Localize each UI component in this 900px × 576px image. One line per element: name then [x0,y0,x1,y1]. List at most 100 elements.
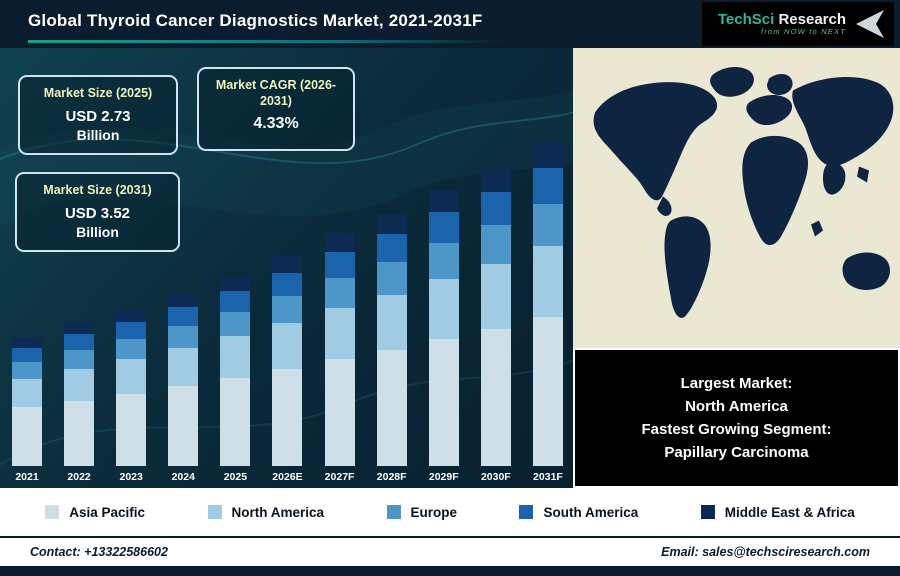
contact-phone: Contact: +13322586602 [30,545,168,559]
largest-market-label: Largest Market: [680,374,793,392]
bar-stack [532,142,563,466]
x-axis-label: 2024 [171,471,195,483]
bar-stack [168,293,199,466]
x-axis-label: 2027F [324,471,355,483]
bar-segment [532,204,563,246]
bar-column: 2030F [479,168,513,483]
world-map [573,48,900,348]
bar-segment [116,310,147,322]
bar-segment [64,401,95,466]
legend-item: Asia Pacific [45,505,145,520]
bar-segment [272,369,303,466]
bar-segment [220,312,251,336]
x-axis-label: 2029F [428,471,459,483]
stacked-bar-chart: 2021 2022 2023 2024 2025 2026E 2027F 2028F 2029F… [10,142,565,483]
bar-segment [428,339,459,466]
x-axis-label: 2023 [119,471,143,483]
bar-segment [64,369,95,401]
legend-item: Europe [386,504,458,520]
legend-label: South America [543,504,639,520]
stat-market-size-2025: Market Size (2025) USD 2.73 Billion [18,75,178,156]
bar-segment [220,291,251,312]
legend-swatch [386,505,401,519]
stat-label: Market CAGR (2026-2031) [215,78,337,108]
fastest-segment-label: Fastest Growing Segment: [641,421,832,438]
bar-stack [116,310,147,466]
bar-column: 2024 [166,293,200,483]
fastest-segment-value: Papillary Carcinoma [664,444,809,462]
bar-stack [12,338,42,466]
bar-segment [116,322,147,339]
bar-segment [64,322,95,334]
world-map-image [573,48,900,348]
stat-value: USD 3.52 [64,204,131,222]
bar-stack [272,256,303,466]
stat-label: Market Size (2031) [43,183,152,197]
largest-market-value: North America [685,397,788,415]
bar-segment [168,293,199,307]
logo-text: TechSci Research from NOW to NEXT [718,11,846,37]
bar-segment [428,212,459,243]
bar-segment [324,278,355,308]
title-underline [28,40,508,43]
bar-segment [324,233,355,252]
bar-stack [376,214,407,466]
bar-segment [480,225,511,264]
bar-column: 2028F [375,214,409,483]
bar-column: 2027F [323,233,357,483]
bar-segment [12,338,42,348]
bar-segment [324,359,355,466]
legend: Asia Pacific North America Europe South Ame… [0,488,900,536]
bar-stack [64,322,95,466]
market-highlights-box: Largest Market: North America Fastest Gr… [575,350,898,486]
bar-segment [64,350,95,369]
bar-segment [480,329,511,466]
bar-segment [12,407,42,466]
bar-segment [12,379,42,407]
legend-swatch [519,505,534,519]
stat-market-cagr: Market CAGR (2026-2031) 4.33% [197,67,355,151]
bar-segment [428,279,459,339]
stat-unit: Billion [76,224,119,241]
logo-arrow-icon [856,10,884,38]
logo-tagline: from NOW to NEXT [760,27,846,37]
page-title: Global Thyroid Cancer Diagnostics Market… [28,11,483,30]
chart-panel: Market Size (2025) USD 2.73 Billion Mark… [0,48,573,488]
legend-swatch [45,505,60,519]
x-axis-label: 2022 [67,471,91,483]
bar-segment [272,323,303,369]
bar-segment [480,192,511,225]
bar-segment [532,246,563,317]
bar-segment [116,339,147,359]
legend-swatch [207,505,222,519]
bar-segment [324,308,355,359]
bar-segment [12,362,42,379]
stat-unit: Billion [76,127,120,144]
bar-column: 2026E [270,256,304,483]
legend-item: North America [207,504,325,520]
bar-column: 2025 [218,276,252,483]
bar-segment [116,394,147,466]
header: Global Thyroid Cancer Diagnostics Market… [0,0,900,48]
legend-swatch [700,505,715,519]
bar-column: 2029F [427,190,461,483]
bar-segment [376,214,407,234]
bar-segment [12,348,42,362]
bar-segment [532,142,563,168]
legend-label: North America [231,504,325,520]
stat-value: USD 2.73 [65,107,131,125]
bar-segment [168,326,199,348]
bar-stack [324,233,355,466]
bar-segment [376,295,407,350]
bar-column: 2022 [62,322,96,483]
legend-label: Europe [410,504,458,520]
legend-label: Asia Pacific [69,504,146,520]
bar-segment [480,168,511,192]
bar-segment [168,348,199,386]
bar-segment [64,334,95,350]
techsci-logo: TechSci Research from NOW to NEXT [702,2,894,46]
bar-column: 2021 [10,338,44,483]
bar-stack [220,276,251,466]
x-axis-label: 2021 [15,471,39,483]
bar-segment [480,264,511,329]
